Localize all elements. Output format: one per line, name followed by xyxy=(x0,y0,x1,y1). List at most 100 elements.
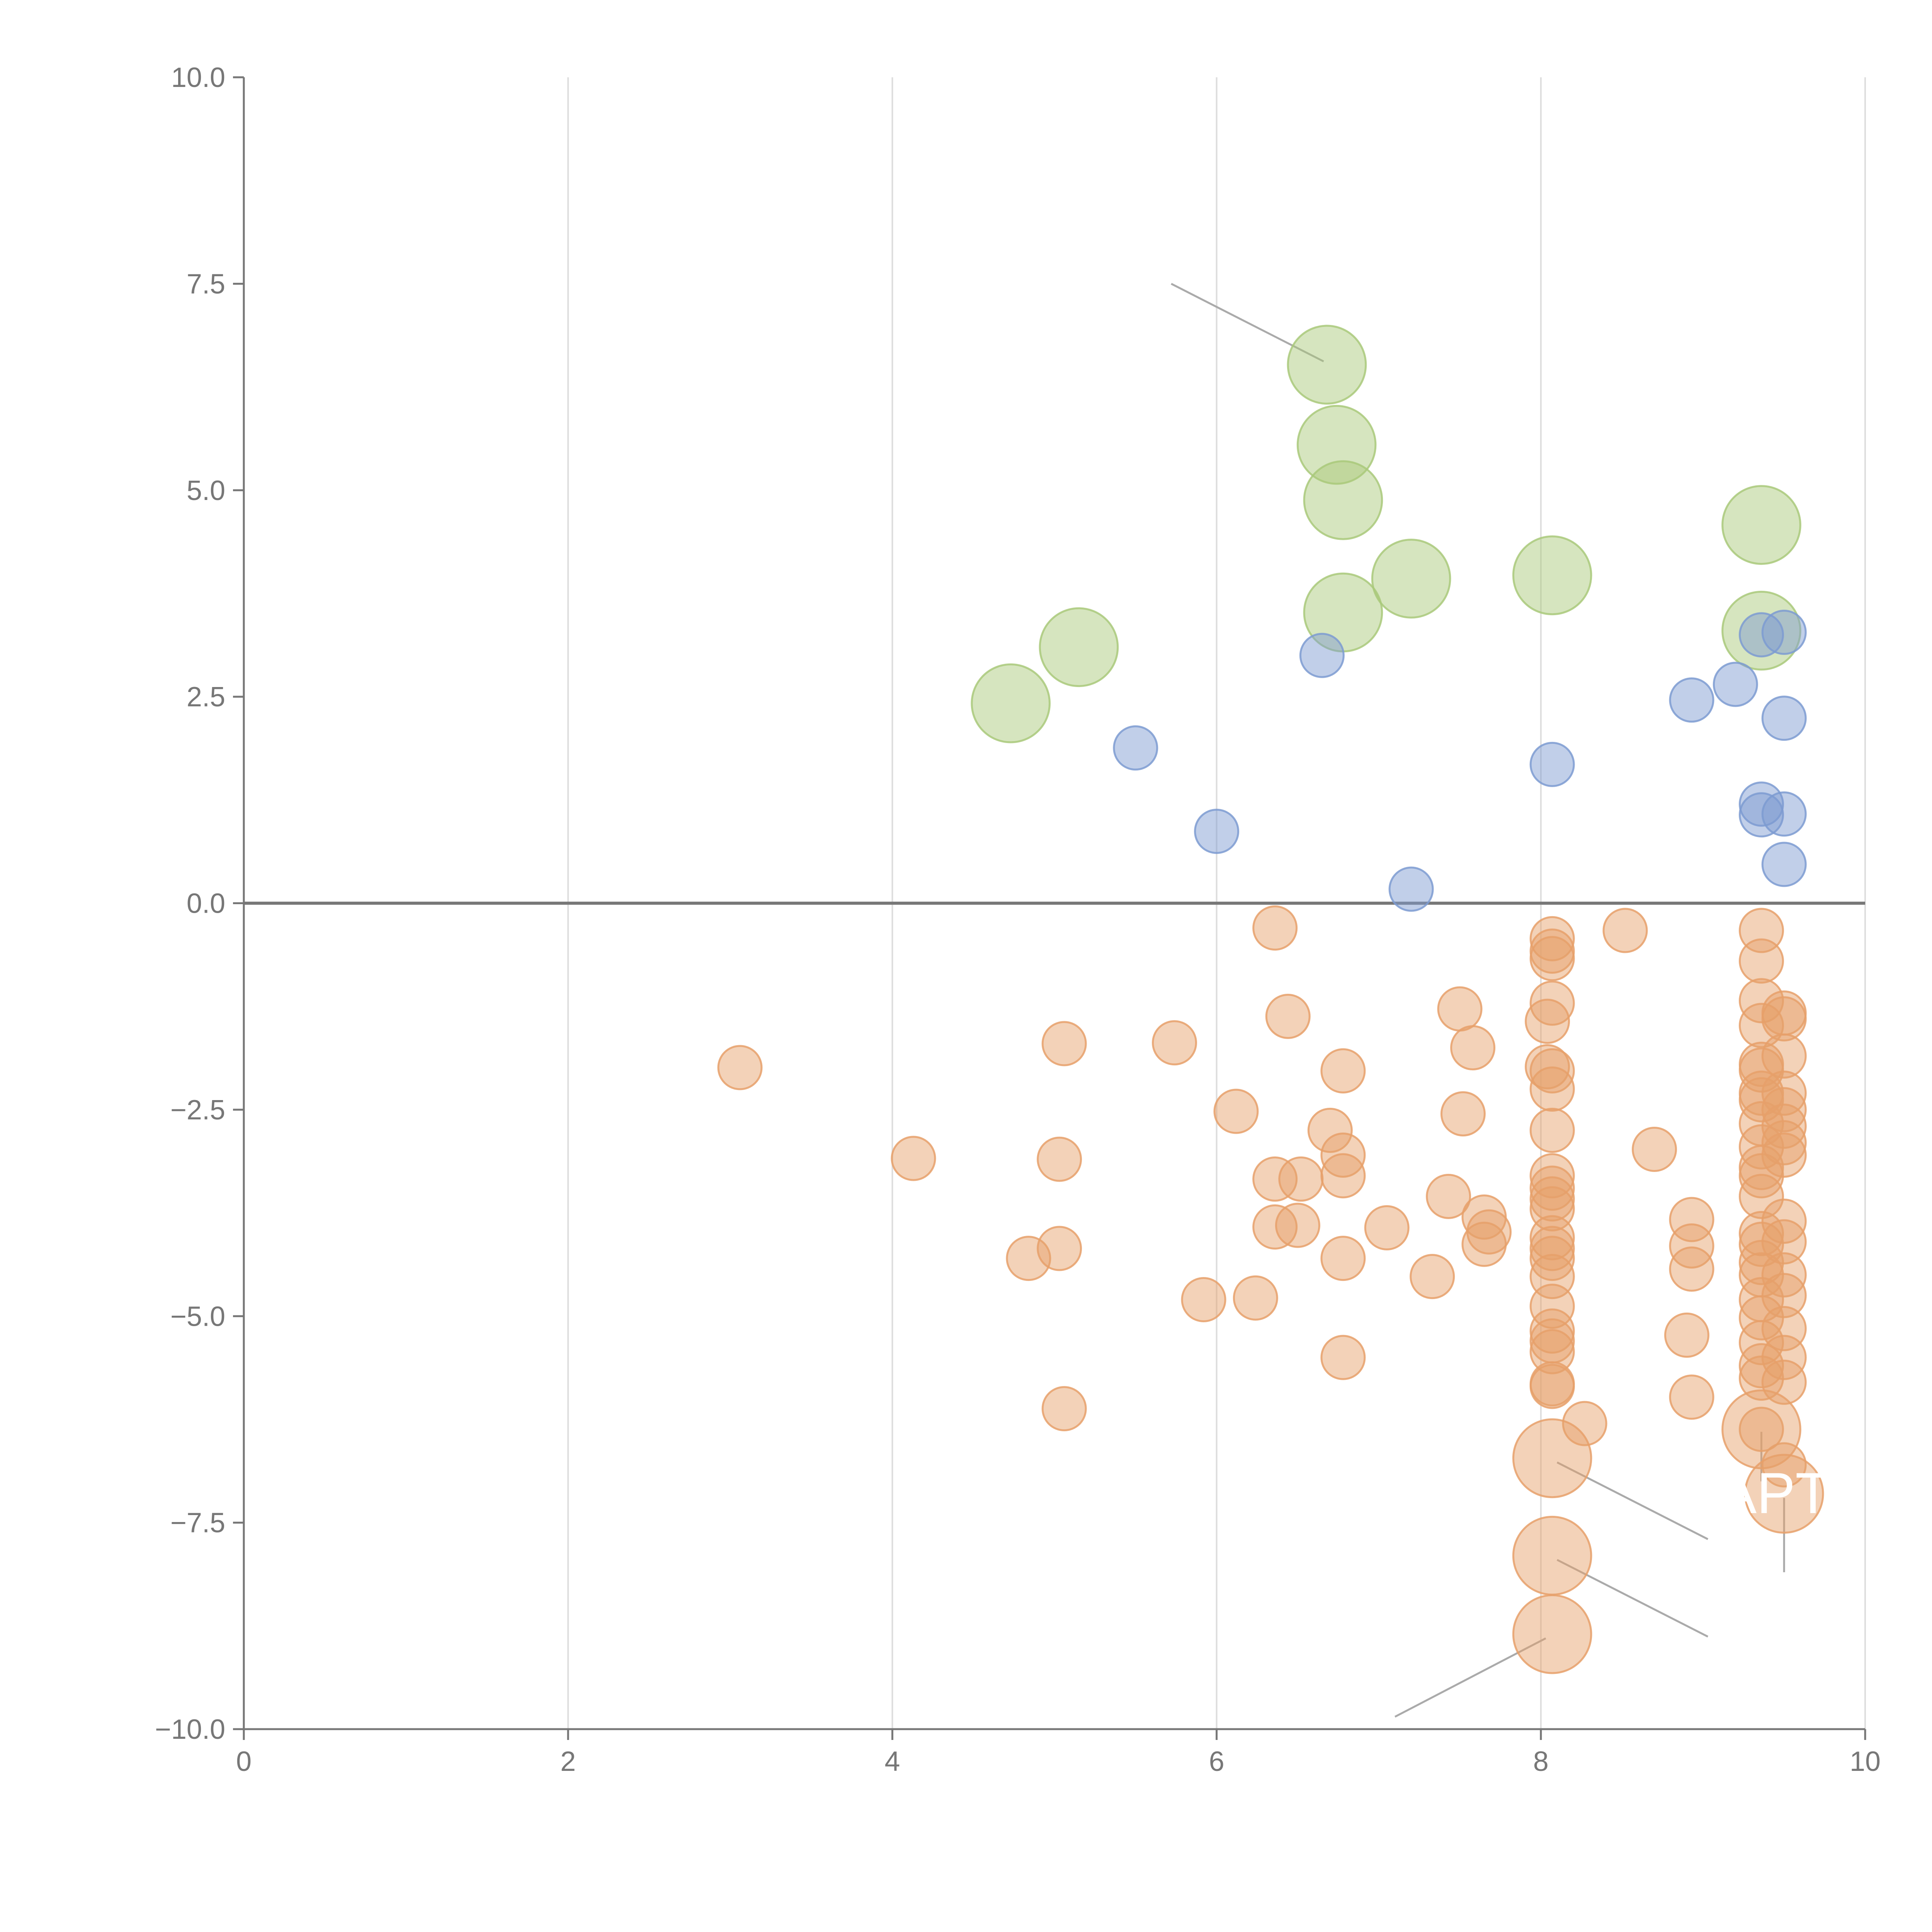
data-point-orange xyxy=(1761,1335,1807,1380)
data-point-orange xyxy=(1669,1374,1714,1420)
data-point-orange xyxy=(1233,1275,1278,1321)
data-point-orange xyxy=(1320,1236,1366,1281)
data-point-orange-large xyxy=(1512,1594,1592,1674)
annotation-leader-lines xyxy=(1170,283,1785,1718)
data-point-orange xyxy=(1426,1173,1471,1219)
data-point-orange xyxy=(1562,1401,1607,1446)
data-point-orange xyxy=(1320,1153,1366,1199)
data-point-blue xyxy=(1299,633,1345,678)
data-point-orange xyxy=(1037,1226,1082,1271)
data-point-orange xyxy=(1529,1284,1575,1329)
data-point-orange xyxy=(1320,1048,1366,1094)
data-point-orange xyxy=(1529,1329,1575,1374)
data-point-orange xyxy=(1037,1136,1082,1182)
data-point-orange xyxy=(1761,1273,1807,1318)
data-point-orange xyxy=(1738,1153,1784,1199)
data-point-blue xyxy=(1738,612,1784,658)
data-point-green xyxy=(1039,607,1119,687)
x-tick-label: 8 xyxy=(1533,1746,1549,1777)
data-point-orange xyxy=(1529,1048,1575,1094)
data-point-orange xyxy=(1307,1107,1353,1153)
data-point-orange xyxy=(1761,1070,1807,1116)
data-point-green xyxy=(1721,485,1801,565)
data-point-orange xyxy=(1440,1091,1486,1137)
data-point-orange xyxy=(1738,978,1784,1024)
y-tick-label: 5.0 xyxy=(187,475,225,506)
ticks: 0 2 4 6 8 10 10.0 7.5 5.0 2.5 0.0 −2.5 −5.0 −7.5 −10.0 xyxy=(155,62,1881,1777)
data-point-orange xyxy=(1761,996,1807,1042)
leader-line xyxy=(1556,1461,1709,1540)
data-point-blue xyxy=(1529,742,1575,787)
leader-line xyxy=(1556,1559,1709,1638)
data-point-blue xyxy=(1761,609,1807,655)
data-point-orange xyxy=(1466,1209,1512,1255)
data-point-blue xyxy=(1738,792,1784,838)
x-tick-label: 10 xyxy=(1850,1746,1881,1777)
y-tick-label: 2.5 xyxy=(187,682,225,713)
data-point-orange xyxy=(891,1136,936,1181)
data-point-green xyxy=(1287,325,1367,405)
data-points xyxy=(717,325,1824,1674)
data-point-orange xyxy=(1761,1120,1807,1165)
data-point-orange xyxy=(1738,1240,1784,1285)
y-tick-label: −7.5 xyxy=(170,1508,225,1539)
data-point-orange xyxy=(1252,905,1298,951)
data-point-orange xyxy=(1213,1088,1259,1134)
data-point-blue xyxy=(1761,842,1807,887)
data-point-orange-large xyxy=(1512,1515,1592,1596)
y-tick-label: −10.0 xyxy=(155,1714,225,1745)
data-point-orange xyxy=(1252,1156,1298,1202)
data-point-green xyxy=(971,663,1051,743)
data-point-orange xyxy=(1664,1312,1709,1358)
x-tick-label: 6 xyxy=(1209,1746,1225,1777)
data-point-orange xyxy=(1525,998,1570,1044)
data-point-blue xyxy=(1388,866,1434,912)
data-point-orange xyxy=(1278,1156,1324,1202)
data-point-orange xyxy=(1529,1107,1575,1153)
data-point-orange xyxy=(1529,1153,1575,1199)
data-point-blue xyxy=(1761,696,1807,741)
data-point-orange xyxy=(1437,986,1483,1032)
data-point-orange xyxy=(1410,1254,1455,1299)
data-point-orange xyxy=(1320,1335,1366,1380)
data-point-green xyxy=(1371,539,1451,619)
data-point-orange xyxy=(1529,1226,1575,1271)
data-point-orange xyxy=(1364,1205,1410,1251)
data-point-orange xyxy=(1041,1021,1087,1066)
data-point-blue xyxy=(1761,791,1807,837)
data-point-orange xyxy=(1265,993,1311,1039)
data-point-orange xyxy=(1761,1219,1807,1265)
data-point-orange xyxy=(1761,1087,1807,1133)
data-point-orange xyxy=(1529,1236,1575,1281)
data-point-orange xyxy=(1669,1223,1714,1269)
data-point-orange xyxy=(1152,1020,1197,1066)
data-point-blue xyxy=(1713,662,1758,707)
annotations: APT xyxy=(1718,1461,1831,1526)
data-point-orange xyxy=(1761,1442,1807,1488)
data-point-orange xyxy=(1529,1176,1575,1222)
y-tick-label: 7.5 xyxy=(187,269,225,299)
data-point-orange xyxy=(1761,1252,1807,1298)
data-point-orange xyxy=(1181,1277,1226,1322)
data-point-blue xyxy=(1113,725,1158,771)
data-point-orange xyxy=(717,1045,763,1090)
data-point-orange xyxy=(1252,1204,1298,1250)
data-point-orange xyxy=(1669,1246,1714,1292)
leader-line xyxy=(1170,283,1324,362)
data-point-orange xyxy=(1669,1197,1714,1242)
data-point-orange xyxy=(1761,1033,1807,1079)
data-point-orange xyxy=(1761,1198,1807,1244)
data-point-orange xyxy=(1738,1355,1784,1401)
data-point-orange xyxy=(1529,1215,1575,1260)
y-tick-label: 10.0 xyxy=(171,62,225,93)
data-point-orange-large xyxy=(1744,1454,1824,1534)
annotation-label: APT xyxy=(1718,1461,1831,1526)
data-point-orange xyxy=(1529,1364,1575,1409)
data-point-orange xyxy=(1529,916,1575,961)
data-point-orange xyxy=(1450,1025,1496,1071)
data-point-orange-large xyxy=(1721,1389,1801,1469)
data-point-orange xyxy=(1738,1320,1784,1366)
data-point-blue xyxy=(1669,677,1714,723)
y-tick-label: −2.5 xyxy=(170,1095,225,1126)
